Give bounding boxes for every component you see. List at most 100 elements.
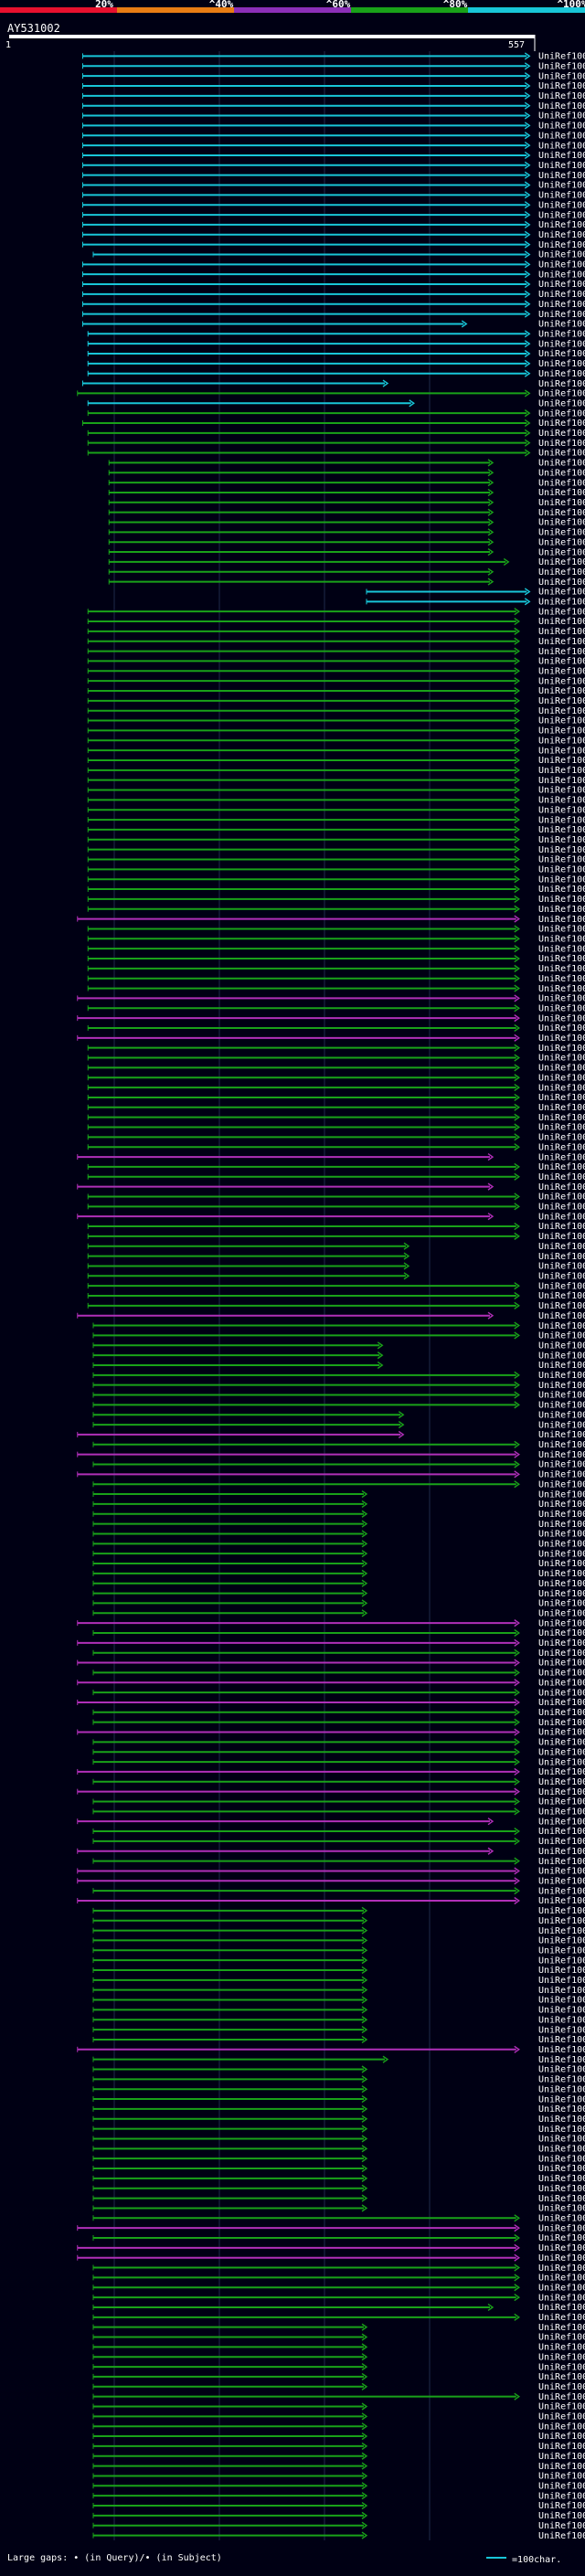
hit-row[interactable]: UniRef100_B1PDK1 [92,1479,585,1489]
hit-row[interactable]: UniRef100_Q1WL01 [87,895,585,905]
hit-label[interactable]: UniRef100_B9RF62 [538,2045,585,2055]
hit-row[interactable]: UniRef100_Q64444 [92,2462,585,2472]
hit-row[interactable]: UniRef100_A5BW14 [87,1232,585,1242]
hit-row[interactable]: UniRef100_A2SY14 [87,359,585,369]
hit-row[interactable]: UniRef100_C0VP31 [92,2035,585,2045]
hit-label[interactable]: UniRef100_Q64686 [538,2015,585,2025]
hit-row[interactable]: UniRef100_C1E2V4 [82,419,585,429]
hit-row[interactable]: UniRef100_Q0L9V7 [108,537,585,547]
hit-label[interactable]: UniRef100_C1N986 [538,389,585,399]
hit-label[interactable]: UniRef100_A5BW14 [538,1232,585,1242]
hit-row[interactable]: UniRef100_A4QPN5 [87,429,585,439]
hit-row[interactable]: UniRef100_Q41003 [92,1926,585,1936]
hit-label[interactable]: UniRef100_Q9P9I1 [538,825,585,835]
hit-row[interactable]: UniRef100_Q8LCR7 [82,61,585,71]
hit-row[interactable]: UniRef100_P13869 [87,905,585,915]
hit-row[interactable]: UniRef100_Q5P1Q1 [92,2313,585,2323]
hit-label[interactable]: UniRef100_A4RF4 [538,925,585,935]
hit-row[interactable]: UniRef100_Q64449 [92,1945,585,1956]
hit-row[interactable]: UniRef100_Q1EPK5 [92,2422,585,2432]
hit-row[interactable]: UniRef100_Q64487 [92,2006,585,2016]
hit-label[interactable]: UniRef100_B8A5E6 [538,2213,585,2223]
hit-label[interactable]: UniRef100_Q41039 [538,1669,585,1679]
hit-label[interactable]: UniRef100_B4FV69 [538,1044,585,1054]
hit-label[interactable]: UniRef100_A9TV02 [538,657,585,667]
hit-label[interactable]: UniRef100_P27492 [538,2174,585,2184]
hit-row[interactable]: UniRef100_C0Z2Z9 [92,1599,585,1609]
hit-label[interactable]: UniRef100_Q2V3P9 [538,81,585,91]
hit-row[interactable]: UniRef100_P04783 [92,2125,585,2135]
hit-label[interactable]: UniRef100_C6TC61 [538,1371,585,1381]
hit-label[interactable]: UniRef100_Q64448 [538,2452,585,2462]
hit-row[interactable]: UniRef100_Q5K016 [87,439,585,449]
hit-label[interactable]: UniRef100_A4S174 [538,706,585,716]
hit-row[interactable]: UniRef100_A4QPJ8 [92,1401,585,1411]
hit-row[interactable]: UniRef100_B9I013 [77,1470,585,1480]
hit-row[interactable]: UniRef100_Q9SBN0 [87,716,585,726]
hit-label[interactable]: UniRef100_B1PDK1 [538,1479,585,1489]
hit-row[interactable]: UniRef100_UPI000.. [92,2263,585,2274]
hit-row[interactable]: UniRef100_Q0WRS3 [82,91,585,101]
hit-row[interactable]: UniRef100_P27523 [92,1510,585,1520]
hit-label[interactable]: UniRef100_Q64447 [538,1956,585,1966]
hit-label[interactable]: UniRef100_Q1WL01 [538,895,585,905]
hit-row[interactable]: UniRef100_A6N104 [82,270,585,280]
hit-label[interactable]: UniRef100_Q41424 [538,2343,585,2353]
hit-label[interactable]: UniRef100_Q9S7M0 [538,1530,585,1540]
hit-row[interactable]: UniRef100_Q8I7A2 [92,2283,585,2293]
hit-row[interactable]: UniRef100_A2S4V3 [92,2233,585,2243]
hit-row[interactable]: UniRef100_B9SID9 [92,1608,585,1618]
hit-label[interactable]: UniRef100_A2SY13 [538,1271,585,1281]
hit-label[interactable]: UniRef100_A9PGU8 [538,1083,585,1093]
hit-row[interactable]: UniRef100_Q4D918 [92,1559,585,1569]
hit-label[interactable]: UniRef100_A1I0U7 [538,2243,585,2253]
hit-row[interactable]: UniRef100_A9PK62 [82,200,585,210]
hit-label[interactable]: UniRef100_C6T868 [538,1589,585,1599]
hit-label[interactable]: UniRef100_Q1EPK5 [538,2422,585,2432]
hit-row[interactable]: UniRef100_A2YMN1 [87,1162,585,1172]
hit-row[interactable]: UniRef100_B6TXL3 [87,865,585,875]
hit-row[interactable]: UniRef100_Q9XEZ0 [92,1807,585,1818]
hit-label[interactable]: UniRef100_Q94JI6 [538,2194,585,2204]
hit-label[interactable]: UniRef100_C5X082 [538,2491,585,2501]
hit-row[interactable]: UniRef100_C1FE94 [77,994,585,1004]
hit-row[interactable]: UniRef100_B4FYT3 [108,518,585,528]
hit-row[interactable]: UniRef100_Q8WMT1 [77,1867,585,1877]
hit-row[interactable]: UniRef100_Q6FT79 [92,1331,585,1341]
hit-label[interactable]: UniRef100_P27493 [538,2154,585,2164]
hit-row[interactable]: UniRef100_B9RME5 [87,1113,585,1123]
hit-label[interactable]: UniRef100_A4QPN9 [538,676,585,686]
hit-row[interactable]: UniRef100_UPI000.. [87,954,585,964]
hit-row[interactable]: UniRef100_Q1XVC2 [92,1420,585,1430]
hit-label[interactable]: UniRef100_B9RBV1 [538,1430,585,1440]
hit-label[interactable]: UniRef100_A2SY38 [538,349,585,359]
hit-label[interactable]: UniRef100_A5BET6 [538,1301,585,1311]
hit-row[interactable]: UniRef100_A9TB05 [82,260,585,270]
hit-row[interactable]: UniRef100_A4RF4 [87,925,585,935]
hit-label[interactable]: UniRef100_P15194 [538,2104,585,2115]
hit-row[interactable]: UniRef100_Q9BX03 [87,627,585,637]
hit-row[interactable]: UniRef100_Q64447 [92,1956,585,1966]
hit-label[interactable]: UniRef100_A4QPJ8 [538,1401,585,1411]
hit-row[interactable]: UniRef100_Q75VY7 [77,915,585,925]
hit-label[interactable]: UniRef100_Q41427 [538,2362,585,2372]
hit-row[interactable]: UniRef100_C5X082 [92,2491,585,2501]
hit-row[interactable]: UniRef100_P27492 [92,2174,585,2184]
hit-row[interactable]: UniRef100_Q5WKS8 [92,2323,585,2333]
hit-row[interactable]: UniRef100_A9PID7 [87,647,585,657]
hit-row[interactable]: UniRef100_P12469 [92,2145,585,2155]
hit-row[interactable]: UniRef100_A5B4F0 [87,984,585,994]
hit-label[interactable]: UniRef100_A2SY40 [538,746,585,756]
hit-label[interactable]: UniRef100_A9PID7 [538,647,585,657]
hit-label[interactable]: UniRef100_C5XBK1 [538,1341,585,1351]
hit-label[interactable]: UniRef100_Q7XHC6 [538,1410,585,1420]
hit-label[interactable]: UniRef100_Q41422 [538,1916,585,1926]
hit-label[interactable]: UniRef100_B7F7Y9 [538,1023,585,1034]
hit-row[interactable]: UniRef100_C1N986 [77,389,585,399]
hit-label[interactable]: UniRef100_Q32291 [538,1678,585,1688]
hit-row[interactable]: UniRef100_Q7X8M5 [87,1193,585,1203]
hit-row[interactable]: UniRef100_C5LPT7 [92,2501,585,2511]
hit-row[interactable]: UniRef100_Q64450 [92,1936,585,1946]
hit-row[interactable]: UniRef100_Q9FH30 [87,786,585,796]
hit-row[interactable]: UniRef100_C7ES4C [92,1579,585,1589]
